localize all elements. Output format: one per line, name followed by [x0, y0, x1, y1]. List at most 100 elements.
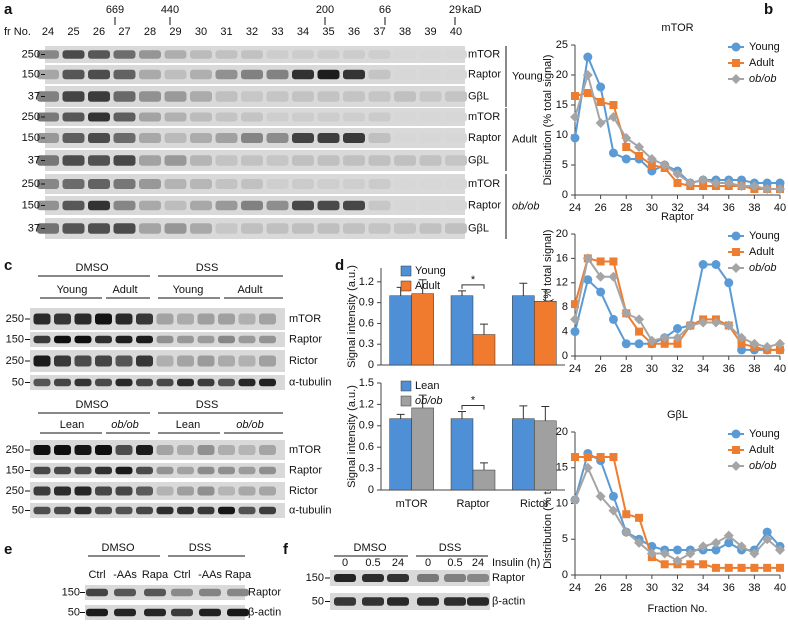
y-tick-label: 20	[556, 228, 568, 240]
blot-band	[445, 133, 467, 143]
marker	[634, 537, 645, 548]
marker	[731, 231, 741, 241]
mw-label: 50	[12, 504, 24, 516]
mw-label: 150	[22, 132, 40, 144]
treatment-label: DSS	[189, 542, 212, 554]
marker	[762, 184, 773, 194]
marker	[685, 548, 696, 559]
blot-band	[113, 223, 136, 234]
blot-band	[417, 597, 439, 606]
blot-band	[156, 335, 174, 344]
blot-band	[215, 223, 238, 234]
blot-band	[419, 112, 442, 122]
y-axis-label: Signal intensity (a.u.)	[346, 385, 358, 488]
blot-band	[177, 313, 194, 325]
y-tick-label: 20	[556, 69, 568, 81]
blot-band	[292, 223, 314, 234]
blot-band	[266, 155, 289, 166]
marker	[775, 184, 785, 194]
fraction-number: 27	[118, 26, 130, 38]
blot-band	[343, 112, 365, 122]
blot-band	[215, 200, 238, 211]
legend-label: ob/ob	[415, 395, 443, 407]
mw-label: 150	[306, 572, 324, 584]
blot-band	[54, 486, 71, 496]
blot-band	[95, 335, 112, 344]
blot-band	[113, 91, 136, 102]
fraction-number: 26	[93, 26, 105, 38]
legend-label: Adult	[749, 57, 774, 69]
blot-band	[197, 378, 215, 387]
marker	[686, 560, 695, 569]
y-tick-label: 5	[562, 159, 568, 171]
condition-label: Rapa	[142, 569, 169, 581]
blot-band	[266, 50, 289, 59]
legend-label: Adult	[749, 246, 774, 258]
fraction-number: 39	[424, 26, 436, 38]
mw-label: 150	[62, 586, 80, 598]
blot-band	[197, 506, 215, 515]
blot-band	[86, 588, 108, 597]
marker	[737, 339, 746, 348]
marker	[570, 494, 580, 505]
blot-band	[419, 155, 442, 166]
marker	[731, 263, 741, 273]
protein-label: Raptor	[289, 333, 322, 345]
blot-band	[445, 179, 467, 189]
blot-band	[343, 179, 365, 189]
marker	[699, 560, 708, 569]
blot-band	[115, 445, 133, 455]
blot-band	[394, 91, 416, 102]
blot-band	[190, 223, 212, 234]
blot-band	[259, 313, 276, 325]
blot-band	[88, 91, 110, 102]
blot-band	[343, 91, 365, 102]
marker	[776, 563, 784, 572]
marker	[699, 182, 708, 190]
marker	[608, 491, 618, 501]
legend-label: Young	[749, 41, 780, 53]
chart-title: GβL	[667, 409, 688, 421]
marker	[570, 327, 580, 337]
blot-band	[114, 608, 136, 617]
size-unit: kaD	[462, 4, 482, 16]
marker	[596, 98, 605, 106]
mw-label: 150	[22, 68, 40, 80]
blot-band	[177, 466, 194, 475]
marker	[595, 118, 606, 128]
blot-band	[215, 133, 238, 143]
marker	[731, 42, 741, 52]
x-tick-label: 24	[569, 582, 581, 594]
blot-band	[37, 112, 59, 122]
blot-band	[218, 466, 235, 475]
blot-band	[156, 466, 174, 475]
blot-band	[74, 378, 92, 387]
blot-band	[115, 506, 133, 515]
blot-band	[139, 155, 161, 166]
x-tick-label: Rictor	[520, 498, 549, 510]
panel-label: d	[335, 257, 344, 274]
blot-band	[136, 466, 153, 475]
blot-band	[368, 133, 391, 143]
marker	[685, 178, 696, 188]
group-label: ob/ob	[236, 419, 264, 431]
blot-band	[139, 200, 161, 211]
blot-band	[445, 91, 467, 102]
mw-label: 250	[6, 485, 24, 497]
blot-band	[467, 574, 489, 582]
error-bar	[541, 288, 550, 302]
protein-label: α-tubulin	[289, 504, 331, 516]
marker	[736, 541, 747, 552]
marker	[583, 275, 593, 285]
marker	[570, 112, 580, 122]
blot-band	[259, 335, 276, 344]
marker	[609, 453, 618, 462]
marker	[736, 332, 747, 343]
x-tick-label: 30	[646, 202, 658, 214]
marker	[711, 545, 721, 555]
blot-band	[88, 223, 110, 234]
x-axis-label: Fraction No.	[648, 603, 708, 615]
group-label: ob/ob	[512, 200, 540, 212]
bar	[389, 418, 412, 491]
error-bar	[458, 411, 466, 419]
